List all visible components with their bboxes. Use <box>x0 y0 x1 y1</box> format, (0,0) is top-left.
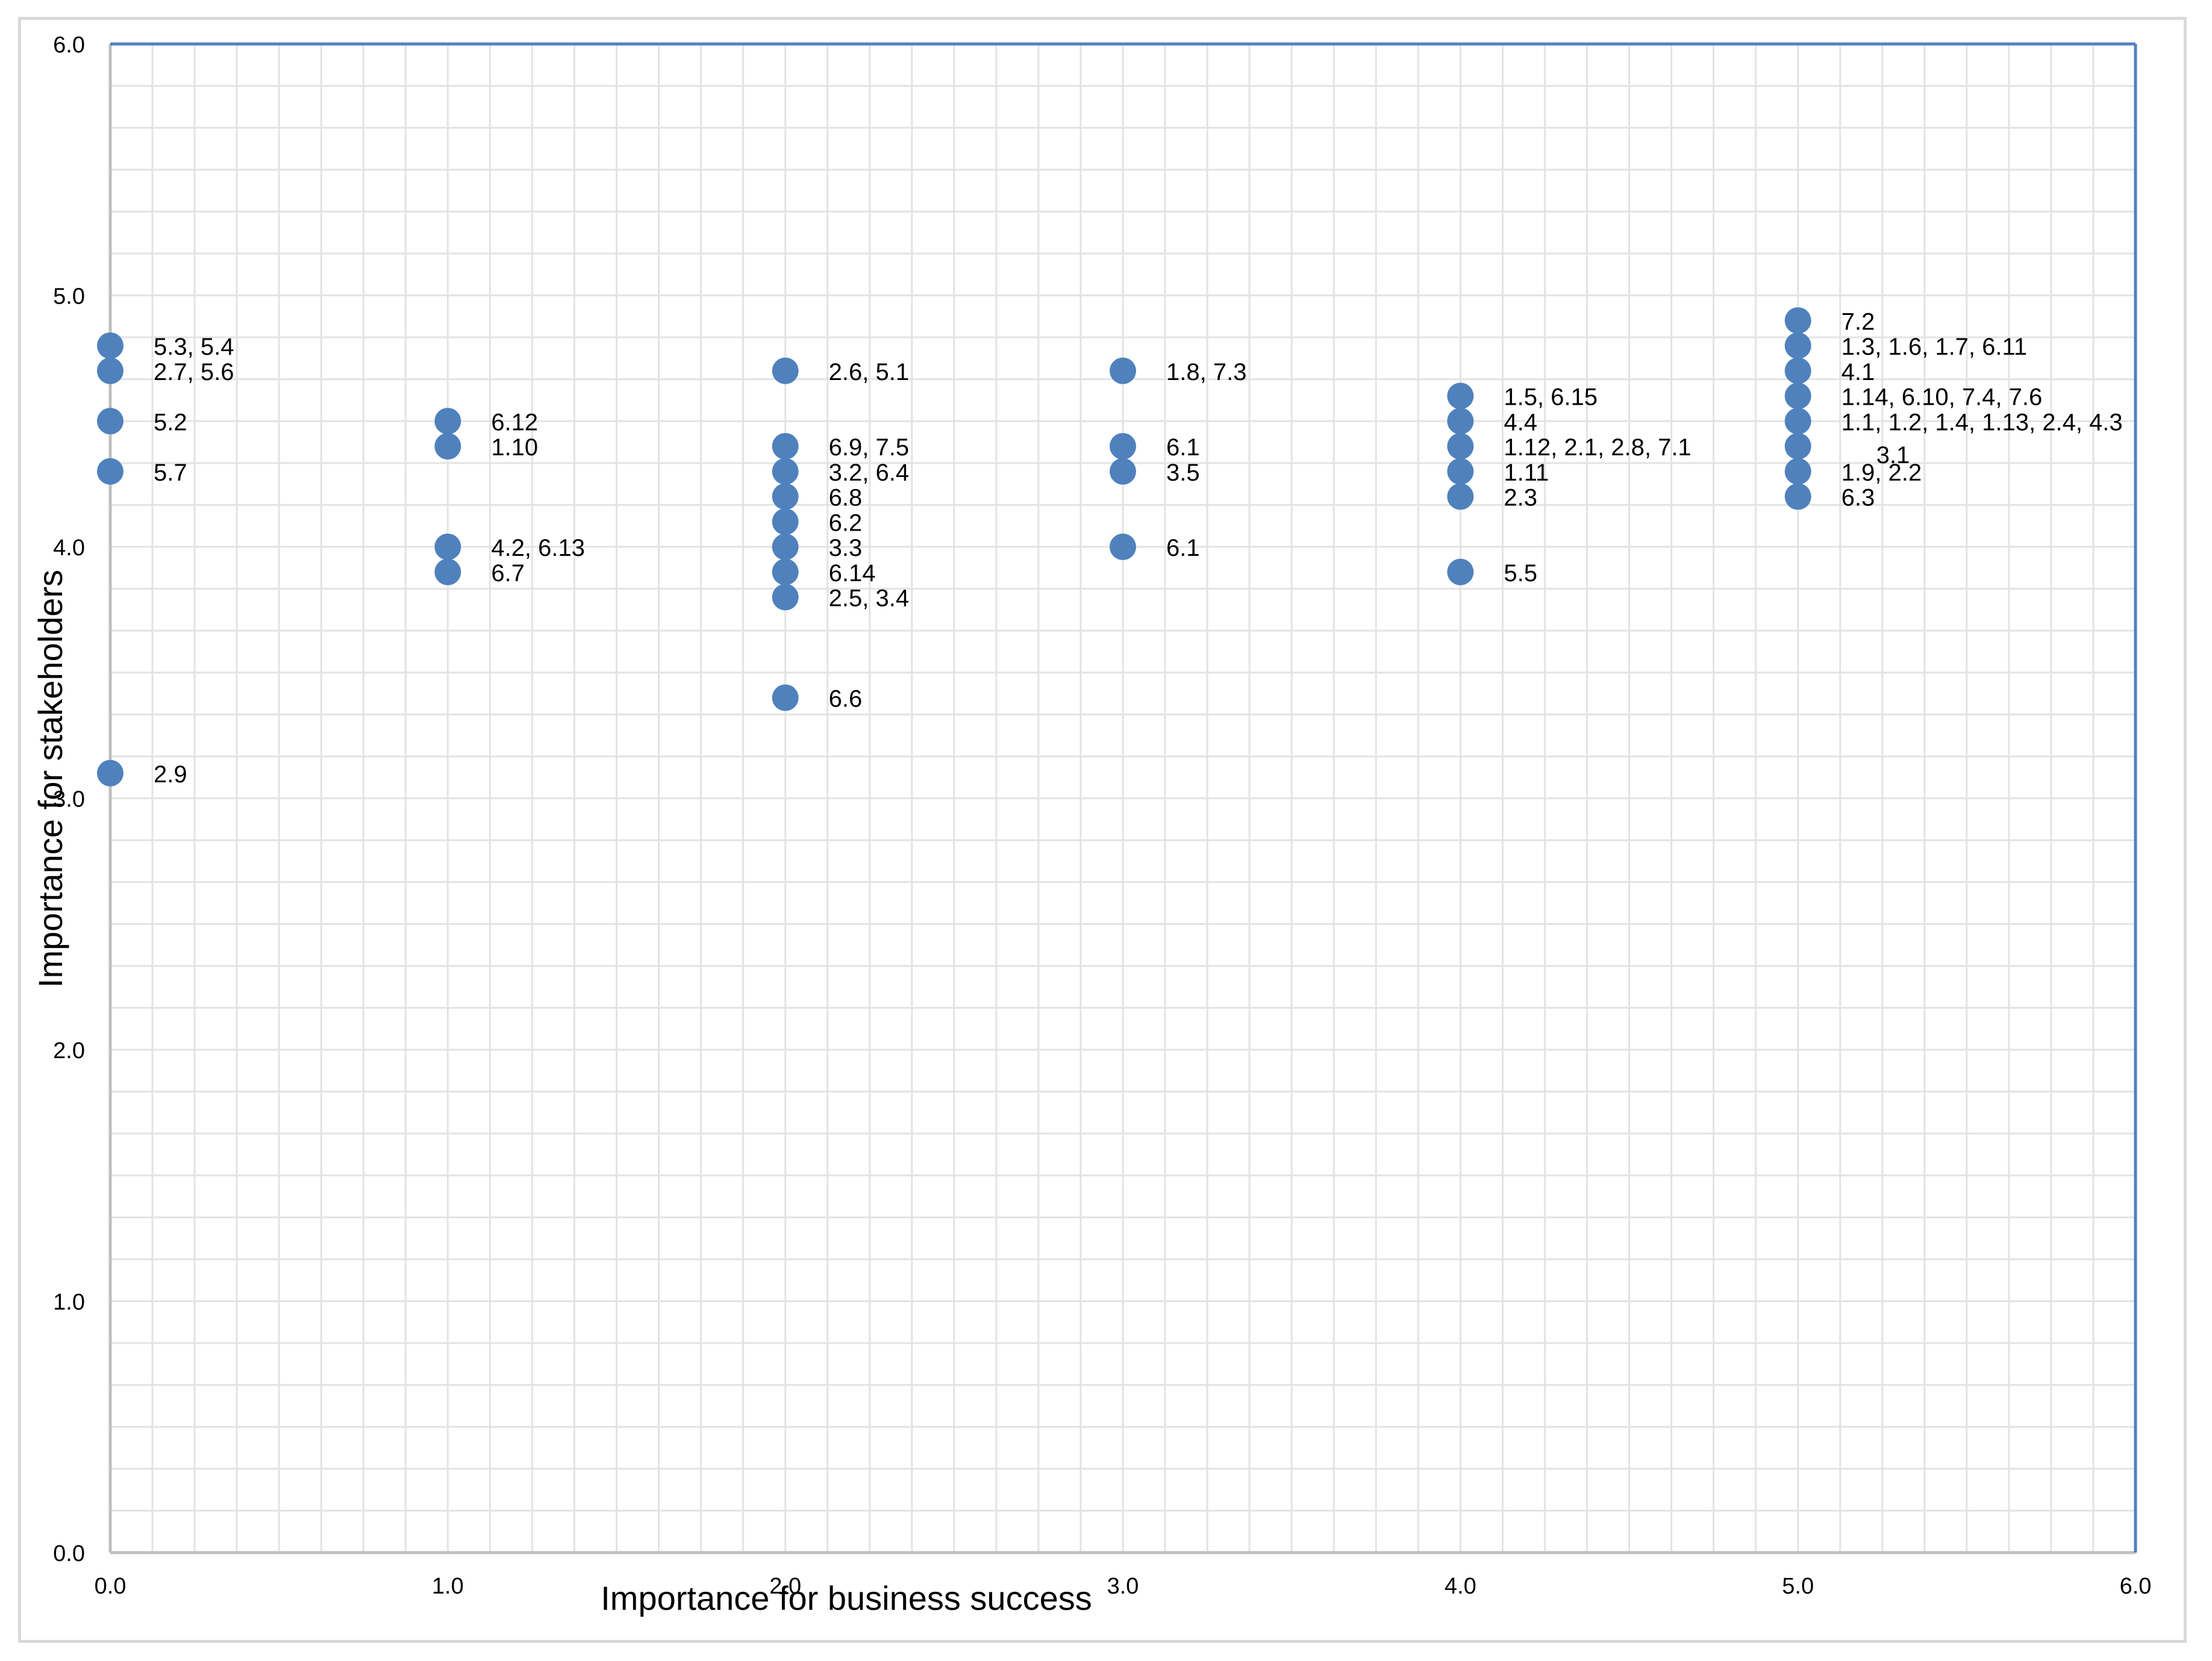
y-tick-label: 3.0 <box>53 787 85 812</box>
data-labels: 5.3, 5.42.7, 5.6 5.2 5.7 2.9 6.121.10 4.2, 6.… <box>154 308 2123 788</box>
data-point <box>1447 382 1474 410</box>
data-point-label: 4.4 <box>1504 409 1537 435</box>
data-point-label: 5.2 <box>154 409 187 435</box>
data-point <box>772 534 799 560</box>
data-point-label: 2.7, 5.6 <box>154 359 234 385</box>
data-point-label: 6.14 <box>829 560 876 587</box>
chart-frame: 0.0 1.0 2.0 3.0 4.0 5.0 6.0 0.0 1.0 2.0 3.0 4.0 5.0… <box>18 17 2187 1643</box>
data-point-label: 3.2, 6.4 <box>829 460 909 486</box>
data-point-label: 4.1 <box>1842 359 1875 385</box>
data-point-label: 1.12, 2.1, 2.8, 7.1 <box>1504 434 1691 461</box>
data-point <box>772 684 799 711</box>
data-point <box>1784 307 1811 334</box>
data-point-label: 6.1 <box>1166 434 1200 461</box>
data-point-label: 3.5 <box>1166 460 1200 486</box>
data-point <box>97 408 123 435</box>
data-point-label: 6.7 <box>491 560 525 587</box>
data-point <box>97 458 123 485</box>
data-point-label: 6.6 <box>829 686 863 712</box>
data-point <box>434 433 461 460</box>
data-point-label: 5.5 <box>1504 560 1537 587</box>
data-point <box>97 357 123 384</box>
data-point-label: 1.1, 1.2, 1.4, 1.13, 2.4, 4.3 <box>1842 409 2123 435</box>
data-point-label: 1.14, 6.10, 7.4, 7.6 <box>1842 384 2043 411</box>
y-axis-ticks: 0.0 1.0 2.0 3.0 4.0 5.0 6.0 <box>53 33 85 1566</box>
y-tick-label: 6.0 <box>53 33 85 58</box>
data-point-label: 3.3 <box>829 535 863 561</box>
data-point <box>772 558 799 585</box>
data-point-label: 2.5, 3.4 <box>829 585 909 612</box>
y-tick-label: 1.0 <box>53 1290 85 1315</box>
data-point <box>1784 332 1811 359</box>
x-tick-label: 6.0 <box>2120 1574 2152 1599</box>
data-point <box>1784 483 1811 510</box>
data-points <box>97 307 1811 787</box>
data-point-label: 1.10 <box>491 434 538 461</box>
data-point-label: 6.1 <box>1166 535 1200 561</box>
data-point <box>1784 382 1811 410</box>
data-point-label: 6.2 <box>829 510 863 536</box>
data-point-label: 2.9 <box>154 761 187 788</box>
y-tick-label: 5.0 <box>53 284 85 310</box>
grid-layer <box>109 43 2137 1554</box>
data-point-label: 1.3, 1.6, 1.7, 6.11 <box>1842 334 2027 360</box>
x-axis-title: Importance for business success <box>601 1579 1092 1617</box>
data-point-label: 1.9, 2.2 <box>1842 460 1922 486</box>
y-tick-label: 4.0 <box>53 535 85 561</box>
data-point <box>434 408 461 435</box>
data-point-label: 6.12 <box>491 409 538 435</box>
data-point-label: 2.3 <box>1504 485 1537 511</box>
x-tick-label: 0.0 <box>95 1574 127 1599</box>
data-point-label: 2.6, 5.1 <box>829 359 909 385</box>
data-point <box>1447 433 1474 460</box>
y-tick-label: 2.0 <box>53 1038 85 1064</box>
data-point-label: 6.8 <box>829 485 863 511</box>
data-point <box>1110 534 1136 560</box>
data-point <box>1110 357 1136 384</box>
data-point <box>1110 458 1136 485</box>
data-point <box>772 458 799 485</box>
data-point <box>97 759 123 787</box>
x-tick-label: 5.0 <box>1782 1574 1814 1599</box>
x-tick-label: 2.0 <box>769 1574 801 1599</box>
data-point-label: 7.2 <box>1842 308 1875 335</box>
data-point <box>772 584 799 611</box>
data-point <box>1110 433 1136 460</box>
data-point <box>434 534 461 560</box>
x-tick-label: 1.0 <box>432 1574 464 1599</box>
data-point <box>1784 357 1811 384</box>
data-point <box>1784 458 1811 485</box>
x-tick-label: 4.0 <box>1445 1574 1476 1599</box>
data-point <box>772 483 799 510</box>
data-point <box>772 357 799 384</box>
data-point <box>1447 558 1474 585</box>
x-tick-label: 3.0 <box>1107 1574 1139 1599</box>
data-point-label: 3.1 <box>1876 442 1910 469</box>
data-point-label: 4.2, 6.13 <box>491 535 585 561</box>
data-point <box>434 558 461 585</box>
data-point <box>1784 408 1811 435</box>
scatter-chart: 0.0 1.0 2.0 3.0 4.0 5.0 6.0 0.0 1.0 2.0 3.0 4.0 5.0… <box>31 33 2152 1617</box>
data-point-label: 1.8, 7.3 <box>1166 359 1246 385</box>
data-point <box>772 508 799 535</box>
data-point <box>1447 483 1474 510</box>
y-tick-label: 0.0 <box>53 1541 85 1566</box>
y-axis-title: Importance for stakeholders <box>31 570 69 988</box>
data-point <box>1447 458 1474 485</box>
data-point <box>97 332 123 359</box>
data-point-label: 6.9, 7.5 <box>829 434 909 461</box>
data-point-label: 1.11 <box>1504 460 1549 486</box>
data-point-label: 5.7 <box>154 460 187 486</box>
data-point <box>1447 408 1474 435</box>
data-point <box>1784 433 1811 460</box>
data-point-label: 6.3 <box>1842 485 1875 511</box>
data-point <box>772 433 799 460</box>
x-axis-ticks: 0.0 1.0 2.0 3.0 4.0 5.0 6.0 <box>95 1574 2152 1599</box>
plot-border <box>108 42 2137 1554</box>
data-point-label: 5.3, 5.4 <box>154 334 234 360</box>
data-point-label: 1.5, 6.15 <box>1504 384 1598 411</box>
